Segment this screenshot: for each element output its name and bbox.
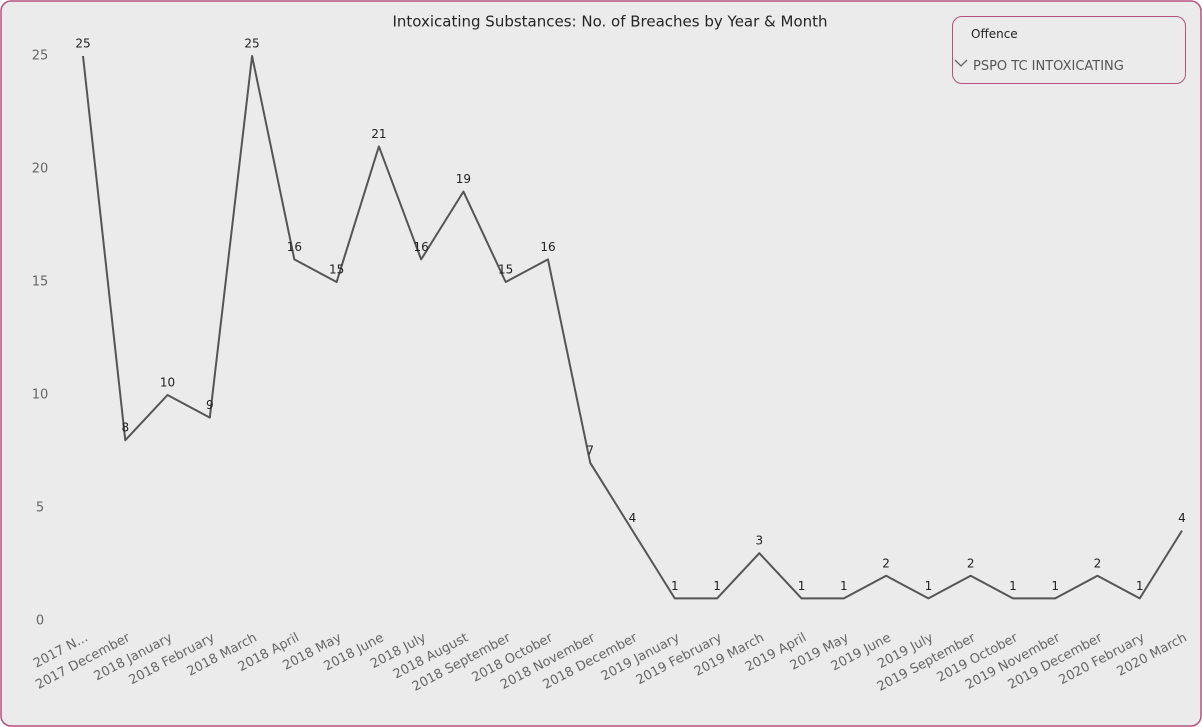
y-tick-label: 10 [32,388,49,403]
dropdown-chevron[interactable] [953,57,969,69]
data-label: 4 [629,511,637,525]
y-tick-label: 15 [32,275,49,290]
data-label: 3 [755,534,763,548]
y-tick-label: 20 [32,162,49,177]
data-label: 1 [840,579,848,593]
data-label: 1 [671,579,679,593]
data-label: 19 [456,172,471,186]
data-label: 25 [244,37,259,51]
data-label: 1 [798,579,806,593]
y-tick-label: 25 [32,49,49,64]
line [82,55,1183,600]
data-label: 16 [540,240,555,254]
data-label: 1 [1136,579,1144,593]
data-label: 8 [121,421,129,435]
data-label: 7 [586,443,594,457]
data-label: 15 [329,263,344,277]
data-label: 25 [75,37,90,51]
data-label: 21 [371,127,386,141]
offence-slicer[interactable]: Offence PSPO TC INTOXICATING [952,16,1186,84]
slicer-value[interactable]: PSPO TC INTOXICATING [973,59,1124,74]
data-label: 1 [925,579,933,593]
data-label: 10 [160,376,175,390]
data-label: 1 [713,579,721,593]
data-label: 4 [1178,511,1186,525]
data-label: 2 [967,556,975,570]
y-tick-label: 0 [36,614,44,629]
data-label: 15 [498,263,513,277]
data-label: 16 [414,240,429,254]
data-label: 2 [1094,556,1102,570]
slicer-label: Offence [971,27,1018,41]
data-label: 1 [1051,579,1059,593]
data-label: 16 [287,240,302,254]
y-tick-label: 5 [36,501,44,516]
data-label: 9 [206,398,214,412]
data-label: 2 [882,556,890,570]
chart-title: Intoxicating Substances: No. of Breaches… [392,13,827,31]
data-label: 1 [1009,579,1017,593]
